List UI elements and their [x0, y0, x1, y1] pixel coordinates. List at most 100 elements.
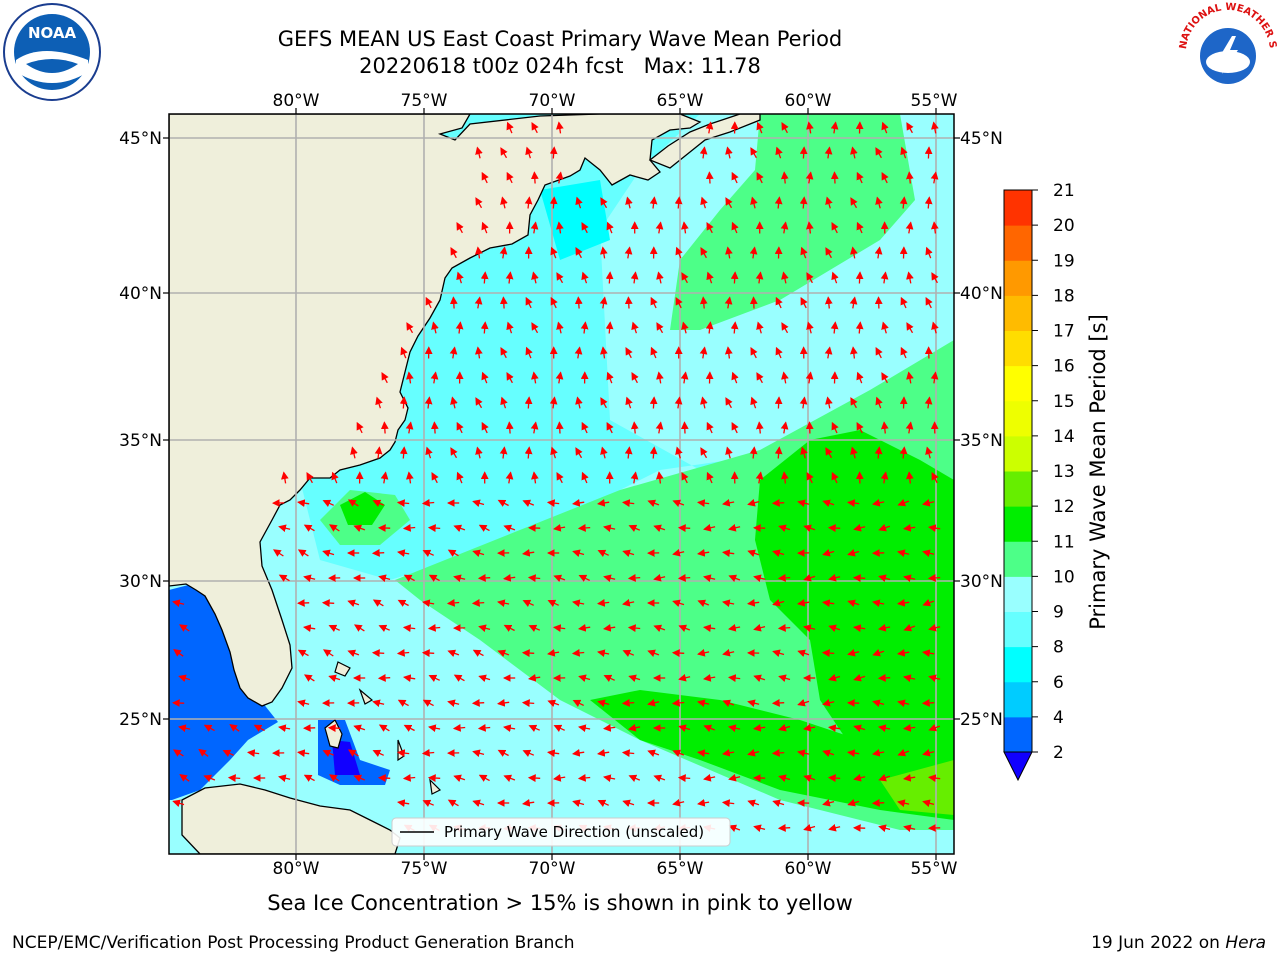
wave-arrow: [505, 471, 514, 484]
wave-arrow: [822, 698, 835, 707]
wave-arrow: [478, 524, 490, 532]
wave-arrow: [721, 799, 735, 807]
wave-arrow: [172, 799, 185, 808]
wave-arrow: [922, 649, 935, 658]
wave-arrow: [681, 471, 689, 484]
wave-arrow: [606, 421, 614, 434]
wave-arrow: [628, 674, 641, 683]
sea-ice-caption: Sea Ice Concentration > 15% is shown in …: [267, 891, 853, 915]
wave-arrow: [428, 724, 441, 733]
wave-arrow: [222, 749, 234, 757]
wave-arrow: [871, 799, 885, 807]
wave-arrow: [329, 774, 340, 782]
wave-arrow: [427, 524, 441, 532]
wave-arrow: [624, 246, 633, 259]
wave-arrow: [378, 624, 390, 632]
wave-arrow: [847, 749, 860, 757]
wave-arrow: [855, 271, 864, 284]
wave-arrow: [630, 271, 639, 284]
wave-arrow: [878, 574, 891, 583]
colorbar-segment: [1004, 681, 1032, 718]
wave-arrow: [872, 648, 885, 657]
wave-arrow: [399, 396, 408, 409]
wave-arrow: [347, 749, 359, 757]
wave-arrow: [930, 221, 939, 234]
wave-arrow: [778, 774, 791, 783]
wave-arrow: [922, 799, 935, 808]
colorbar-under-extension: [1003, 751, 1033, 782]
colorbar-tick-label: 16: [1053, 357, 1075, 377]
wave-arrow: [527, 774, 541, 782]
wave-arrow: [797, 598, 810, 607]
lon-label-bottom-60w: 60°W: [785, 859, 832, 879]
colorbar-tick-label: 9: [1053, 603, 1064, 623]
wave-arrow: [522, 798, 535, 807]
wave-arrow: [774, 396, 783, 409]
wave-arrow: [647, 698, 660, 707]
wave-arrow: [497, 499, 509, 507]
wave-arrow: [597, 699, 610, 708]
colorbar-tick-label: 4: [1053, 708, 1064, 728]
nws-logo: NATIONAL WEATHER SERVICE: [1178, 2, 1278, 100]
wave-arrow: [850, 446, 858, 459]
wave-arrow: [830, 121, 839, 134]
wave-arrow: [203, 774, 216, 782]
wave-arrow: [624, 446, 633, 459]
wave-arrow: [406, 322, 414, 334]
wave-arrow: [780, 421, 789, 434]
wave-arrow: [731, 171, 739, 184]
colorbar-tick-label: 21: [1053, 181, 1075, 201]
wave-arrow: [574, 296, 583, 309]
wave-arrow: [703, 523, 716, 532]
lat-label-right-25n: 25°N: [960, 710, 1003, 730]
wave-arrow: [927, 574, 941, 582]
wave-arrow: [622, 549, 635, 558]
wave-arrow: [930, 371, 939, 384]
wave-arrow: [747, 549, 760, 558]
wave-arrow: [327, 724, 341, 732]
wave-arrow: [322, 549, 335, 558]
wave-arrow: [855, 321, 864, 334]
colorbar-tick-label: 10: [1053, 567, 1075, 587]
wave-arrow: [700, 396, 708, 409]
wave-arrow: [653, 573, 666, 582]
wave-arrow: [825, 247, 833, 259]
wave-arrow: [806, 121, 814, 134]
colorbar-tick-label: 15: [1053, 392, 1075, 412]
wave-arrow: [903, 724, 916, 732]
colorbar-segment: [1004, 471, 1032, 507]
wave-arrow: [475, 446, 483, 459]
wave-arrow: [700, 196, 708, 209]
wave-arrow: [803, 624, 816, 633]
wave-arrow: [497, 599, 510, 608]
wave-arrow: [622, 799, 635, 808]
wave-arrow: [750, 346, 758, 359]
wave-arrow: [756, 171, 764, 184]
wave-arrow: [597, 549, 609, 557]
land-north-america: [169, 114, 702, 707]
wave-arrow: [924, 396, 933, 409]
wave-arrow: [722, 498, 735, 507]
wave-arrow: [880, 271, 889, 284]
wave-arrow: [674, 396, 683, 409]
wave-arrow: [503, 624, 515, 632]
wave-arrow: [597, 498, 610, 507]
wave-arrow: [179, 774, 190, 782]
wave-arrow: [677, 774, 691, 782]
wave-arrow: [605, 271, 614, 284]
wave-arrow: [803, 573, 816, 582]
wave-arrow: [703, 574, 716, 583]
wave-arrow: [771, 499, 785, 507]
wave-arrow: [827, 524, 841, 532]
wave-arrow: [278, 774, 291, 783]
wave-arrow: [881, 321, 889, 334]
wave-arrow: [850, 197, 858, 209]
wave-arrow: [456, 471, 464, 484]
wave-arrow: [372, 599, 384, 607]
wave-arrow: [606, 371, 614, 384]
wave-arrow: [555, 421, 564, 434]
wave-arrow: [524, 396, 533, 409]
wave-arrow: [778, 524, 791, 533]
wave-arrow: [831, 421, 839, 434]
wave-arrow: [297, 549, 309, 557]
